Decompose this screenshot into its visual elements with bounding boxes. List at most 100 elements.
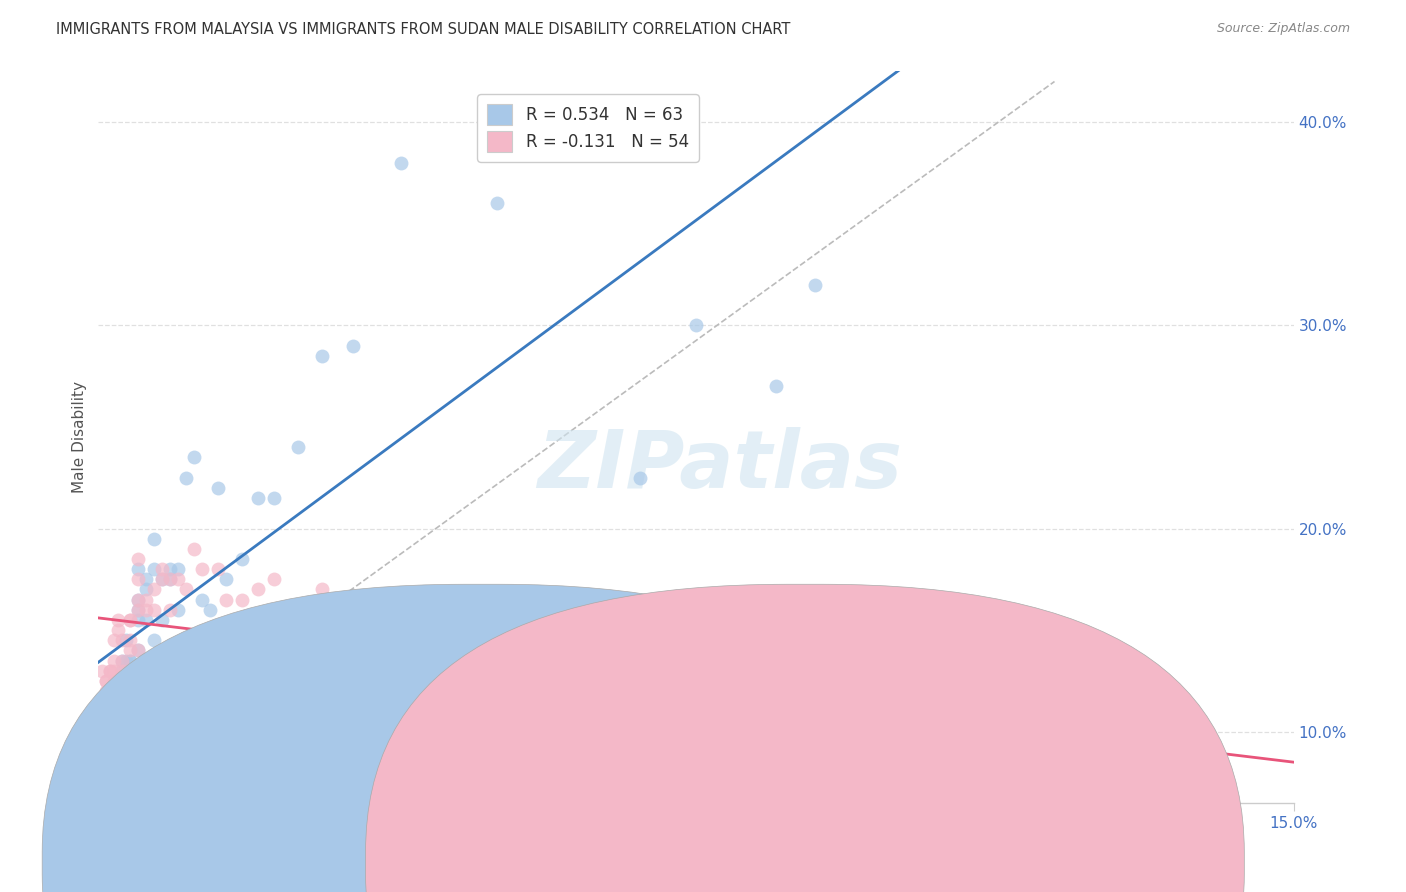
Point <box>98 664 122 678</box>
Point <box>111 664 134 678</box>
Point <box>844 714 866 729</box>
Point <box>111 664 134 678</box>
Point <box>143 603 166 617</box>
Point <box>96 673 118 688</box>
Text: Immigrants from Sudan: Immigrants from Sudan <box>830 856 994 871</box>
Point <box>107 694 129 708</box>
Point <box>111 654 134 668</box>
Point <box>120 613 142 627</box>
Point <box>111 724 134 739</box>
Text: ZIPatlas: ZIPatlas <box>537 427 903 506</box>
Point <box>103 705 125 719</box>
Point <box>120 654 142 668</box>
Text: Source: ZipAtlas.com: Source: ZipAtlas.com <box>1216 22 1350 36</box>
Point <box>605 633 627 648</box>
Point <box>526 125 548 139</box>
Point <box>120 654 142 668</box>
Point <box>135 572 157 586</box>
Point <box>127 552 149 566</box>
Point <box>246 491 269 505</box>
Point <box>107 623 129 637</box>
Point <box>246 582 269 597</box>
Text: Immigrants from Malaysia: Immigrants from Malaysia <box>506 856 688 871</box>
Point <box>215 592 238 607</box>
Point <box>127 684 149 698</box>
Point <box>135 582 157 597</box>
Point <box>98 684 122 698</box>
Point <box>207 481 229 495</box>
Point <box>98 664 122 678</box>
Point <box>103 673 125 688</box>
Point <box>135 603 157 617</box>
Point <box>263 491 285 505</box>
Point <box>143 633 166 648</box>
Point <box>191 592 214 607</box>
Point <box>127 603 149 617</box>
Point <box>103 654 125 668</box>
Point <box>98 694 122 708</box>
Point <box>389 155 412 169</box>
Point <box>342 592 364 607</box>
Point <box>111 633 134 648</box>
Point <box>111 694 134 708</box>
Point <box>98 705 122 719</box>
Point <box>167 572 190 586</box>
Point <box>183 541 205 556</box>
Point <box>120 643 142 657</box>
Point <box>96 735 118 749</box>
Point <box>127 613 149 627</box>
Point <box>115 654 138 668</box>
Point <box>91 694 114 708</box>
Point <box>159 603 181 617</box>
Text: IMMIGRANTS FROM MALAYSIA VS IMMIGRANTS FROM SUDAN MALE DISABILITY CORRELATION CH: IMMIGRANTS FROM MALAYSIA VS IMMIGRANTS F… <box>56 22 790 37</box>
Point <box>120 613 142 627</box>
Point <box>120 664 142 678</box>
Point <box>150 572 173 586</box>
Point <box>127 592 149 607</box>
Point <box>107 694 129 708</box>
Point <box>589 115 612 129</box>
Point <box>207 562 229 576</box>
Point <box>342 339 364 353</box>
Point <box>311 582 333 597</box>
Point <box>111 654 134 668</box>
Point <box>191 562 214 576</box>
Point <box>127 572 149 586</box>
Point <box>231 552 253 566</box>
Point <box>159 572 181 586</box>
Point <box>96 673 118 688</box>
Point <box>174 471 197 485</box>
Point <box>150 572 173 586</box>
Point <box>628 471 651 485</box>
Point <box>526 694 548 708</box>
Point <box>287 603 309 617</box>
Point <box>167 603 190 617</box>
Point <box>103 684 125 698</box>
Point <box>103 714 125 729</box>
Point <box>115 633 138 648</box>
Point <box>127 562 149 576</box>
Y-axis label: Male Disability: Male Disability <box>72 381 87 493</box>
Point <box>107 613 129 627</box>
Point <box>103 694 125 708</box>
Point <box>111 673 134 688</box>
Point <box>120 633 142 648</box>
Point <box>159 572 181 586</box>
Legend: R = 0.534   N = 63, R = -0.131   N = 54: R = 0.534 N = 63, R = -0.131 N = 54 <box>477 95 699 161</box>
Point <box>111 714 134 729</box>
Point <box>167 562 190 576</box>
Point <box>159 562 181 576</box>
Point <box>231 592 253 607</box>
Point <box>215 572 238 586</box>
Point <box>150 613 173 627</box>
Point <box>111 694 134 708</box>
Point <box>120 684 142 698</box>
Point <box>174 582 197 597</box>
Point <box>127 603 149 617</box>
Point <box>422 705 444 719</box>
Point <box>183 450 205 465</box>
Point <box>107 714 129 729</box>
Point <box>765 379 787 393</box>
Point <box>963 724 986 739</box>
Point <box>127 592 149 607</box>
